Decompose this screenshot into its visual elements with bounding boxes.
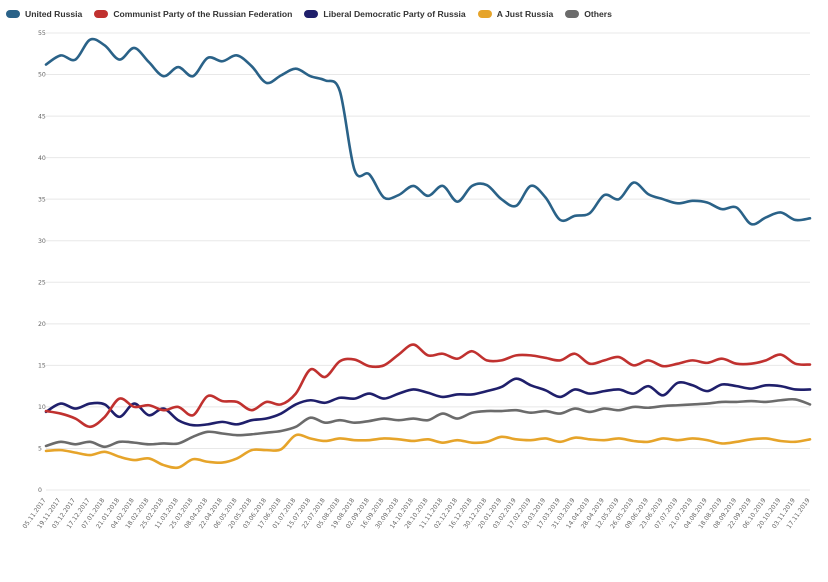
legend-label: A Just Russia (496, 9, 554, 19)
y-tick-label: 0 (38, 487, 42, 494)
series-line (44, 433, 812, 470)
legend-swatch (6, 10, 20, 18)
y-tick-label: 20 (38, 321, 46, 328)
legend-item[interactable]: A Just Russia (477, 9, 554, 19)
legend-label: Liberal Democratic Party of Russia (323, 9, 466, 19)
legend-swatch (94, 10, 109, 18)
series-line (44, 397, 812, 449)
y-axis-ticks: 0 5 10 15 20 25 30 35 40 45 50 55 (38, 30, 46, 494)
legend-label: Others (584, 9, 612, 19)
y-tick-label: 15 (38, 363, 46, 370)
y-tick-label: 55 (38, 30, 46, 37)
legend-label: Communist Party of the Russian Federatio… (113, 9, 293, 19)
legend: United Russia Communist Party of the Russ… (6, 6, 612, 22)
y-tick-label: 45 (38, 113, 46, 120)
y-tick-label: 35 (38, 196, 46, 203)
legend-swatch (565, 10, 580, 18)
y-tick-label: 30 (38, 238, 46, 245)
legend-item[interactable]: Liberal Democratic Party of Russia (304, 9, 466, 19)
legend-item[interactable]: United Russia (6, 9, 82, 19)
y-tick-label: 5 (38, 446, 42, 453)
legend-item[interactable]: Communist Party of the Russian Federatio… (94, 9, 292, 19)
y-tick-label: 10 (38, 404, 46, 411)
legend-label: United Russia (25, 9, 83, 19)
x-axis-ticks: 05.11.201719.11.201703.12.201717.12.2017… (22, 497, 812, 530)
series-line (44, 377, 812, 427)
y-tick-label: 50 (38, 72, 46, 79)
y-tick-label: 40 (38, 155, 46, 162)
series-line (44, 37, 812, 226)
y-tick-label: 25 (38, 279, 46, 286)
series-lines (44, 37, 812, 470)
series-line (44, 343, 812, 429)
legend-item[interactable]: Others (565, 9, 612, 19)
legend-swatch (304, 10, 319, 18)
legend-swatch (477, 10, 492, 18)
